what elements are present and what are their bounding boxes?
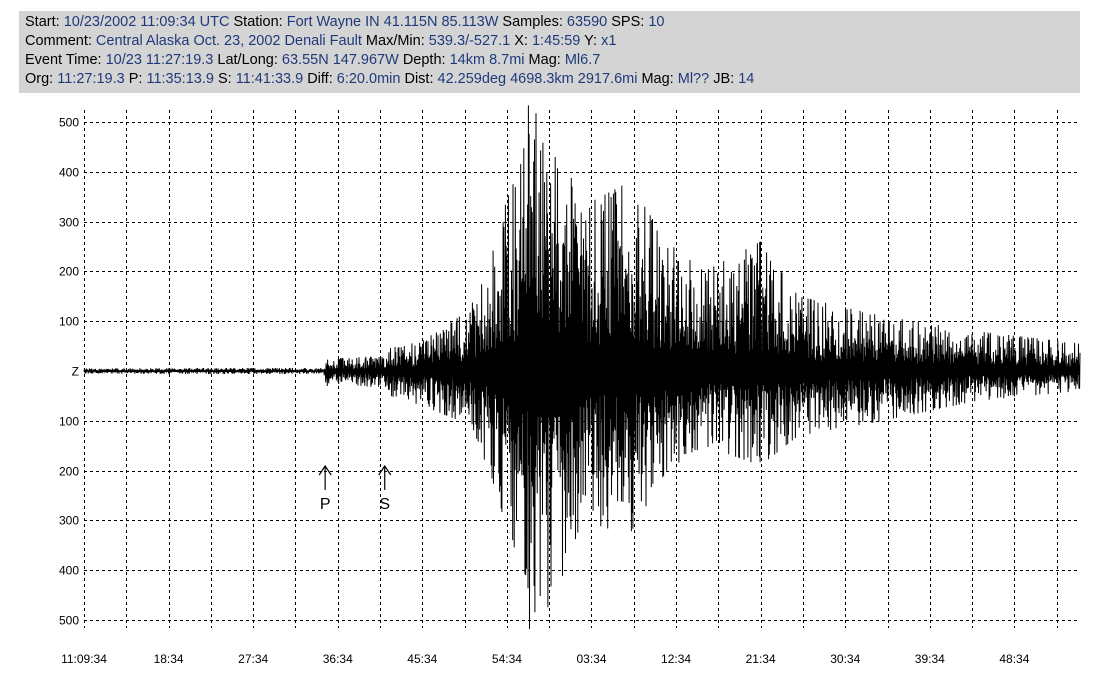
samples-label: Samples: [498, 14, 567, 30]
x-tick-label: 48:34 [999, 652, 1029, 666]
p-label: P: [124, 71, 147, 87]
x-tick-labels: 11:09:34 18:34 27:34 36:34 45:34 54:34 03:34 12… [61, 652, 1030, 666]
sps-value: 10 [648, 14, 665, 30]
phase-label: S [379, 496, 390, 513]
y-tick-label: 500 [59, 614, 79, 628]
header-line-org: Org: 11:27:19.3 P: 11:35:13.9 S: 11:41:3… [25, 70, 1074, 89]
x-tick-label: 27:34 [238, 652, 268, 666]
y-tick-label: 100 [59, 415, 79, 429]
dist-value: 42.259deg 4698.3km 2917.6mi [437, 71, 638, 87]
x-label: X: [510, 33, 532, 49]
depth-label: Depth: [398, 52, 450, 68]
x-tick-label: 45:34 [407, 652, 437, 666]
station-label: Station: [229, 14, 287, 30]
x-tick-label: 11:09:34 [61, 652, 107, 666]
mag-value: Ml6.7 [564, 52, 601, 68]
y-value: x1 [601, 33, 617, 49]
start-label: Start: [25, 14, 64, 30]
arrow-icon [318, 464, 332, 476]
y-tick-label: Z [72, 365, 79, 379]
y-tick-label: 200 [59, 465, 79, 479]
phase-label: P [320, 496, 331, 513]
x-tick-label: 30:34 [830, 652, 860, 666]
diff-label: Diff: [303, 71, 337, 87]
org-value: 11:27:19.3 [57, 71, 125, 87]
y-tick-label: 300 [59, 216, 79, 230]
header-line-comment: Comment: Central Alaska Oct. 23, 2002 De… [25, 32, 1074, 51]
arrow-icon [378, 464, 392, 476]
header-line-event: Event Time: 10/23 11:27:19.3 Lat/Long: 6… [25, 51, 1074, 70]
x-value: 1:45:59 [531, 33, 581, 49]
x-tick-label: 39:34 [915, 652, 945, 666]
maxmin-value: 539.3/-527.1 [428, 33, 511, 49]
comment-value: Central Alaska Oct. 23, 2002 Denali Faul… [95, 33, 362, 49]
y-tick-label: 400 [59, 166, 79, 180]
diff-value: 6:20.0min [336, 71, 401, 87]
y-tick-label: 300 [59, 514, 79, 528]
y-tick-label: 500 [59, 116, 79, 130]
sps-label: SPS: [607, 14, 649, 30]
header-panel: Start: 10/23/2002 11:09:34 UTC Station: … [19, 11, 1080, 93]
mag2-label: Mag: [637, 71, 678, 87]
x-tick-label: 03:34 [576, 652, 606, 666]
header-line-start: Start: 10/23/2002 11:09:34 UTC Station: … [25, 13, 1074, 32]
y-tick-label: 100 [59, 315, 79, 329]
station-value: Fort Wayne IN 41.115N 85.113W [286, 14, 499, 30]
seismic-trace [83, 105, 1081, 629]
y-label: Y: [580, 33, 602, 49]
x-tick-label: 54:34 [492, 652, 522, 666]
s-value: 11:41:33.9 [235, 71, 304, 87]
p-value: 11:35:13.9 [146, 71, 214, 87]
maxmin-label: Max/Min: [361, 33, 429, 49]
event-time-label: Event Time: [25, 52, 106, 68]
jb-label: JB: [709, 71, 739, 87]
x-tick-label: 18:34 [154, 652, 184, 666]
phase-marker-s: S [378, 464, 392, 513]
latlong-value: 63.55N 147.967W [281, 52, 399, 68]
y-tick-label: 200 [59, 265, 79, 279]
mag2-value: Ml?? [677, 71, 710, 87]
x-tick-label: 36:34 [323, 652, 353, 666]
comment-label: Comment: [25, 33, 96, 49]
org-label: Org: [25, 71, 58, 87]
depth-value: 14km 8.7mi [449, 52, 525, 68]
x-tick-label: 21:34 [746, 652, 776, 666]
phase-marker-p: P [318, 464, 332, 513]
y-tick-label: 400 [59, 564, 79, 578]
jb-value: 14 [738, 71, 755, 87]
start-value: 10/23/2002 11:09:34 UTC [63, 14, 230, 30]
samples-value: 63590 [566, 14, 608, 30]
s-label: S: [213, 71, 236, 87]
x-tick-label: 12:34 [661, 652, 691, 666]
event-time-value: 10/23 11:27:19.3 [105, 52, 214, 68]
y-tick-labels: 500 400 300 200 100 Z 100 200 300 400 500 [59, 116, 79, 628]
dist-label: Dist: [400, 71, 438, 87]
mag-label: Mag: [524, 52, 565, 68]
latlong-label: Lat/Long: [213, 52, 282, 68]
